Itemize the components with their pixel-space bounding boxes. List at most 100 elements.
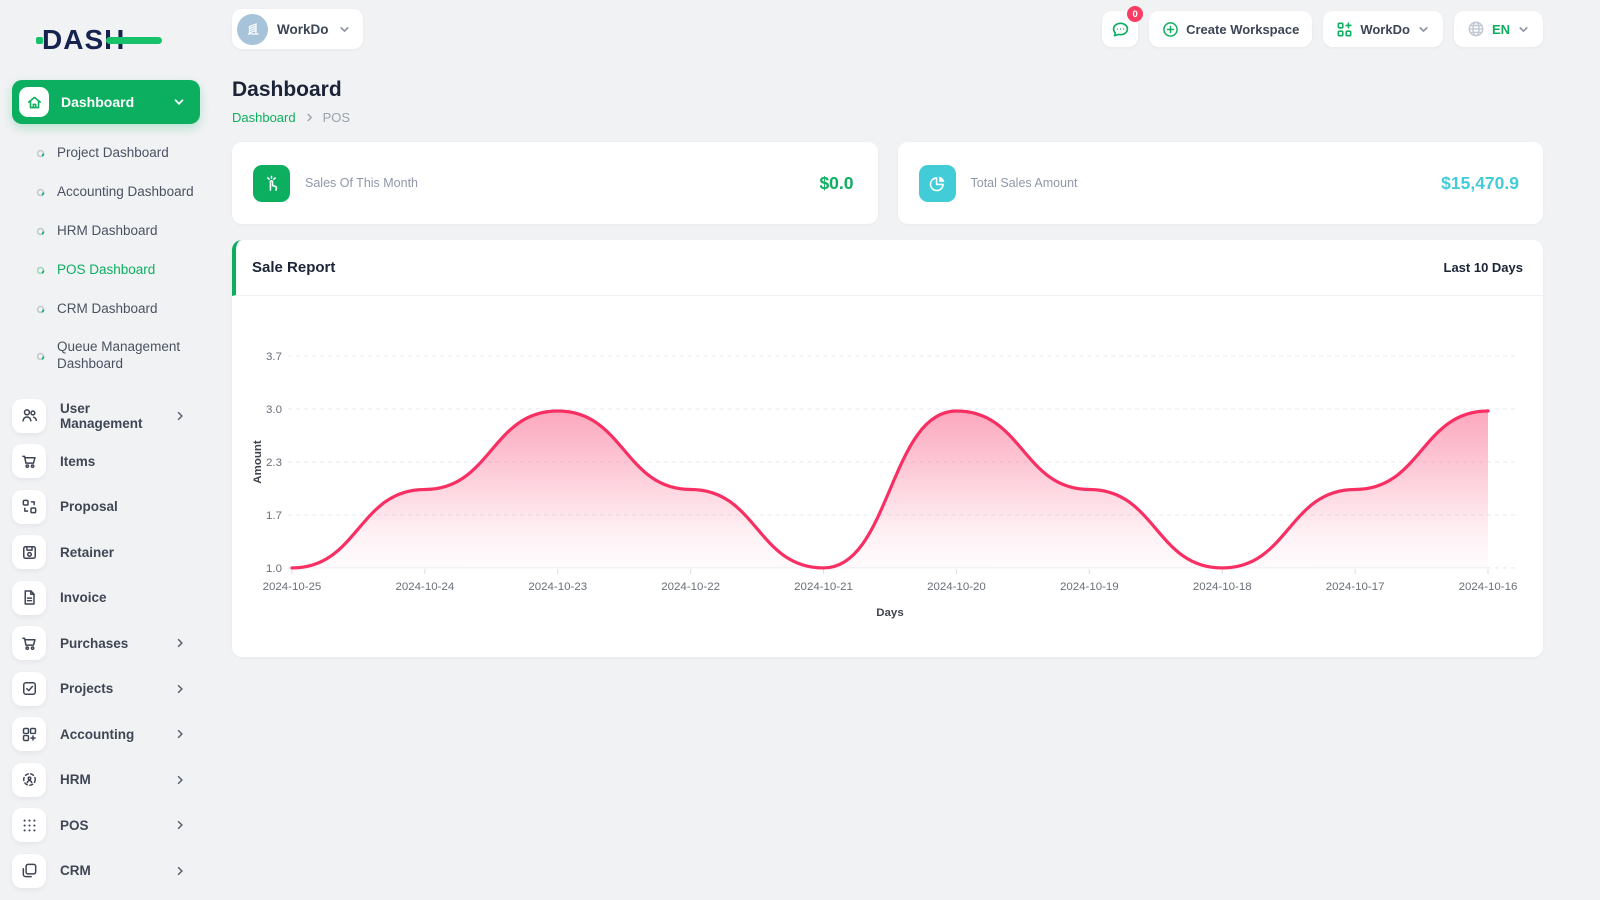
sale-report-card: Sale Report Last 10 Days 3.7 3.0 2.3 1.7 1.0… [232,240,1543,657]
language-label: EN [1491,21,1510,37]
stat-value: $15,470.9 [1441,172,1519,193]
sidebar-item-proposal[interactable]: Proposal [12,484,200,530]
svg-text:2024-10-17: 2024-10-17 [1326,581,1385,593]
sidebar-item-accounting[interactable]: Accounting [12,712,200,758]
sidebar-item-items[interactable]: Items [12,439,200,485]
sidebar-item-hrm[interactable]: HRM [12,757,200,803]
crm-squares-icon [12,853,46,888]
sidebar-item-retainer[interactable]: Retainer [12,530,200,576]
bullet-icon [36,188,45,197]
bullet-icon [36,227,45,236]
chevron-down-icon [174,99,184,105]
svg-text:2.3: 2.3 [266,457,282,469]
svg-text:Amount: Amount [252,440,264,484]
page-title: Dashboard [232,78,342,101]
chevron-right-icon [174,865,186,877]
workspace-name: WorkDo [277,21,329,37]
workspace-switcher[interactable]: WorkDo [232,9,363,49]
sidebar-subitem-accounting-dashboard[interactable]: Accounting Dashboard [36,173,200,212]
projects-check-icon [12,671,46,706]
svg-text:1.0: 1.0 [266,563,282,575]
svg-text:3.0: 3.0 [266,404,282,416]
stat-cards-row: Sales Of This Month $0.0 Total Sales Amo… [232,142,1543,224]
breadcrumb: Dashboard POS [232,110,1543,125]
breadcrumb-dashboard-link[interactable]: Dashboard [232,110,296,125]
proposal-swap-icon [12,489,46,524]
chevron-down-icon [1519,26,1528,32]
chevron-right-icon [307,113,312,122]
sidebar-item-pos[interactable]: POS [12,803,200,849]
language-selector[interactable]: EN [1453,11,1543,47]
svg-text:2024-10-16: 2024-10-16 [1459,581,1518,593]
sidebar-subitem-hrm-dashboard[interactable]: HRM Dashboard [36,212,200,251]
sidebar-item-crm[interactable]: CRM [12,848,200,894]
sidebar-item-invoice[interactable]: Invoice [12,575,200,621]
bullet-icon [36,266,45,275]
dashboard-submenu: Project Dashboard Accounting Dashboard H… [12,124,200,387]
sidebar-item-label: Dashboard [61,94,135,110]
svg-text:1.7: 1.7 [266,510,282,522]
hrm-focus-user-icon [12,762,46,797]
logo-dot-icon [36,37,43,44]
chevron-down-icon [1419,26,1428,32]
messages-button[interactable]: 0 [1102,6,1144,47]
svg-text:2024-10-24: 2024-10-24 [395,581,454,593]
pie-chart-icon [918,164,956,202]
chevron-right-icon [174,819,186,831]
purchases-cart-icon [12,626,46,661]
home-icon [19,87,49,117]
svg-text:2024-10-21: 2024-10-21 [794,581,853,593]
create-workspace-button[interactable]: Create Workspace [1149,11,1313,47]
breadcrumb-current: POS [322,110,351,125]
svg-text:2024-10-20: 2024-10-20 [927,581,986,593]
sidebar-item-dashboard[interactable]: Dashboard [12,80,200,124]
accounting-grid-icon [12,717,46,752]
notification-badge: 0 [1127,6,1144,22]
sidebar: DASH Dashboard Project Dashboard Account… [0,0,212,900]
chevron-right-icon [174,683,186,695]
chevron-down-icon [339,26,349,32]
brand-logo[interactable]: DASH [36,18,192,62]
workdo-menu-label: WorkDo [1360,21,1410,37]
main-content: WorkDo 0 Create Workspace [212,0,1600,900]
sidebar-item-user-management[interactable]: User Management [12,393,200,439]
topbar: WorkDo 0 Create Workspace [232,0,1543,58]
area-chart-canvas: 3.7 3.0 2.3 1.7 1.0 2024-10-25 2024-10-24 2024-… [252,351,1520,619]
svg-text:Days: Days [876,607,903,619]
svg-text:2024-10-22: 2024-10-22 [661,581,720,593]
svg-text:2024-10-18: 2024-10-18 [1193,581,1252,593]
chevron-right-icon [174,410,186,422]
cart-icon [12,444,46,479]
sidebar-item-projects[interactable]: Projects [12,666,200,712]
sidebar-nav: User Management Items Proposal [12,393,200,894]
users-icon [12,398,46,433]
logo-dash-icon [106,37,162,44]
stat-label: Sales Of This Month [305,176,419,190]
stat-value: $0.0 [819,172,854,193]
sale-report-chart: 3.7 3.0 2.3 1.7 1.0 2024-10-25 2024-10-24 2024-… [232,296,1543,657]
globe-icon [1468,21,1484,37]
sale-report-header: Sale Report Last 10 Days [232,240,1543,296]
svg-text:2024-10-25: 2024-10-25 [263,581,322,593]
svg-text:2024-10-19: 2024-10-19 [1060,581,1119,593]
create-workspace-label: Create Workspace [1186,21,1300,37]
workspace-avatar [237,13,268,45]
grid-plus-icon [1337,21,1352,36]
chevron-right-icon [174,637,186,649]
stat-card-total-sales-amount: Total Sales Amount $15,470.9 [897,142,1543,224]
sale-report-title: Sale Report [252,259,336,276]
sidebar-item-purchases[interactable]: Purchases [12,621,200,667]
sidebar-subitem-queue-management-dashboard[interactable]: Queue Management Dashboard [36,329,200,383]
plus-circle-icon [1163,21,1178,37]
bullet-icon [36,352,45,361]
sidebar-subitem-project-dashboard[interactable]: Project Dashboard [36,134,200,173]
sidebar-subitem-pos-dashboard[interactable]: POS Dashboard [36,251,200,290]
chevron-right-icon [174,728,186,740]
chat-icon [1112,21,1128,37]
sidebar-subitem-crm-dashboard[interactable]: CRM Dashboard [36,290,200,329]
stat-card-sales-of-this-month: Sales Of This Month $0.0 [232,142,878,224]
svg-text:2024-10-23: 2024-10-23 [528,581,587,593]
workdo-menu-button[interactable]: WorkDo [1323,11,1443,47]
stat-label: Total Sales Amount [970,176,1078,190]
